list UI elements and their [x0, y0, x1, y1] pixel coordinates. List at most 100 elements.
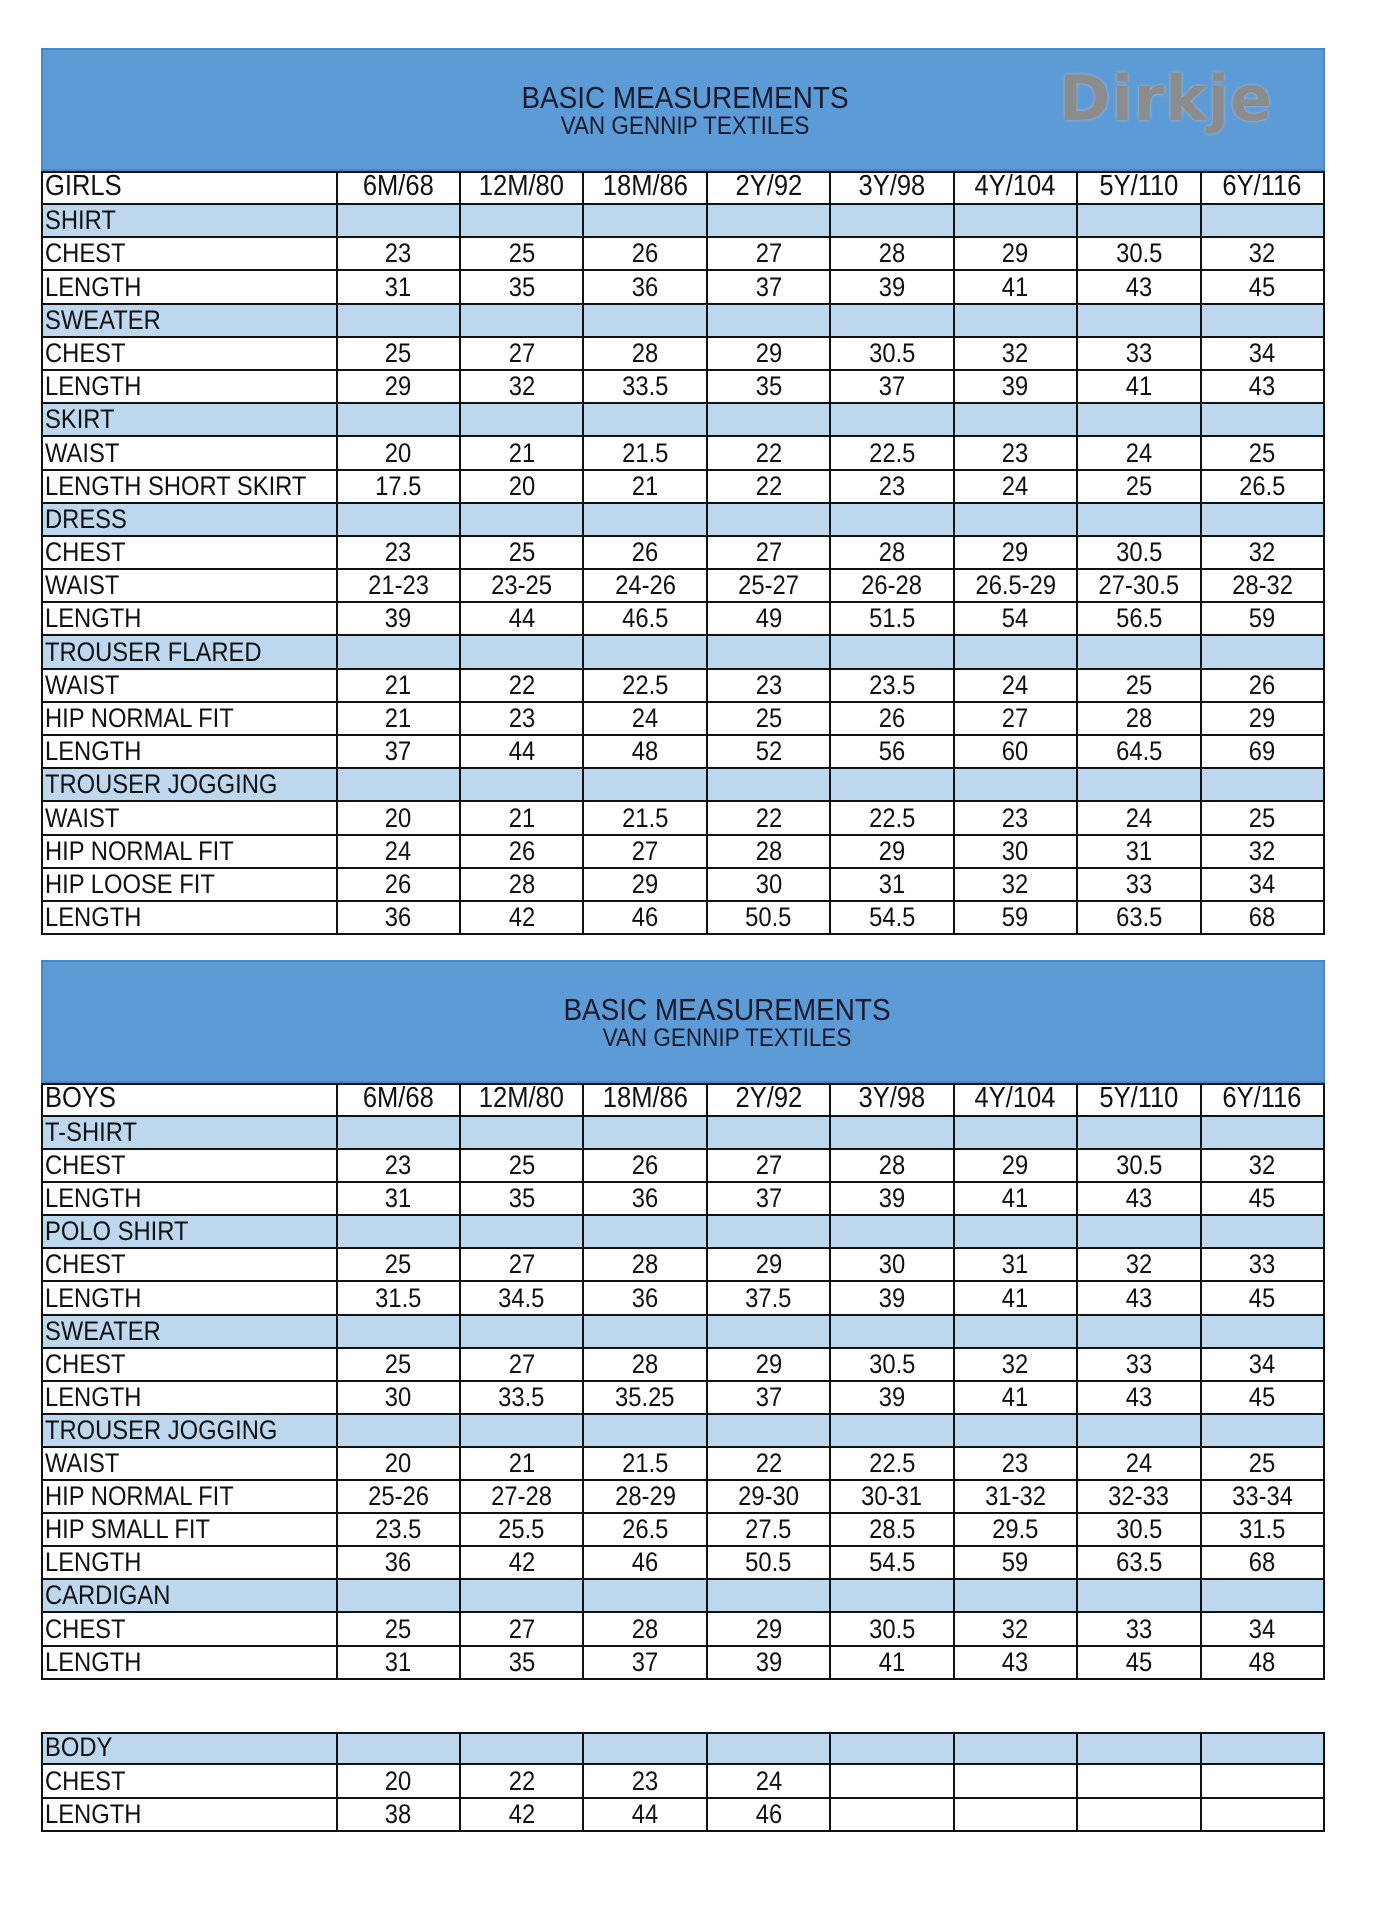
empty-cell — [831, 1315, 955, 1349]
value-cell-text: 31 — [385, 1183, 412, 1214]
data-row: CHEST 20 22 23 24 — [41, 1765, 1325, 1799]
value-cell: 41 — [954, 271, 1079, 305]
data-row: LENGTH 31.5 34.5 36 37.5 39 41 43 45 — [41, 1282, 1325, 1316]
value-cell-text: 24 — [385, 835, 412, 866]
data-row: HIP LOOSE FIT 26 28 29 30 31 32 33 34 — [41, 868, 1325, 902]
section-row: SWEATER — [41, 1315, 1325, 1349]
value-cell: 52 — [707, 736, 832, 770]
value-cell-text: 59 — [1002, 902, 1029, 933]
value-cell-text: 68 — [1249, 902, 1276, 933]
value-cell: 30 — [337, 1381, 462, 1415]
empty-cell — [707, 1580, 832, 1614]
value-cell: 29 — [584, 868, 708, 902]
empty-cell — [461, 1580, 585, 1614]
data-row: CHEST 23 25 26 27 28 29 30.5 32 — [41, 238, 1325, 272]
empty-cell — [1201, 1216, 1325, 1250]
value-cell: 26 — [584, 536, 708, 571]
row-label-text: CHEST — [45, 1613, 126, 1644]
value-cell-text: 37 — [755, 1183, 782, 1214]
table-subtitle: VAN GENNIP TEXTILES — [560, 112, 810, 140]
value-cell-text: 27.5 — [745, 1514, 792, 1545]
value-cell-text: 46 — [631, 1547, 659, 1578]
value-cell: 26-28 — [831, 570, 955, 604]
row-label-text: HIP NORMAL FIT — [45, 835, 234, 866]
value-cell-text: 24 — [1002, 669, 1029, 700]
row-label-text: WAIST — [45, 1448, 120, 1479]
empty-cell — [954, 1414, 1079, 1448]
empty-cell — [337, 404, 462, 438]
value-cell: 41 — [831, 1646, 955, 1680]
column-header-text: 6Y/116 — [1222, 173, 1302, 202]
column-header: BOYS — [43, 1085, 338, 1117]
value-cell: 33.5 — [584, 370, 708, 405]
value-cell: 27 — [707, 1150, 832, 1184]
value-cell: 24 — [1078, 802, 1202, 836]
value-cell: 36 — [584, 271, 708, 305]
empty-cell — [707, 404, 832, 438]
value-cell-text: 24-26 — [614, 570, 676, 601]
value-cell-text: 36 — [385, 1547, 412, 1578]
data-row: LENGTH 37 44 48 52 56 60 64.5 69 — [41, 736, 1325, 770]
empty-cell — [1078, 1734, 1202, 1766]
value-cell-text: 28 — [631, 1613, 659, 1644]
value-cell: 50.5 — [707, 1547, 832, 1581]
value-cell: 30-31 — [831, 1481, 955, 1515]
column-header: GIRLS — [43, 173, 338, 205]
value-cell: 31.5 — [1201, 1514, 1325, 1548]
value-cell-text: 36 — [385, 902, 412, 933]
value-cell: 30 — [707, 868, 832, 902]
data-row: CHEST 25 27 28 29 30.5 32 33 34 — [41, 337, 1325, 371]
value-cell-text: 27 — [631, 835, 659, 866]
column-header-text: 18M/86 — [602, 1085, 688, 1114]
column-header-text: 3Y/98 — [858, 1085, 926, 1114]
column-header-text: 6M/68 — [362, 1085, 434, 1114]
value-cell: 54 — [954, 603, 1079, 637]
value-cell: 59 — [1201, 603, 1325, 637]
empty-cell — [831, 503, 955, 537]
value-cell-text: 37.5 — [745, 1282, 792, 1313]
value-cell: 20 — [461, 470, 585, 504]
value-cell: 22 — [461, 669, 585, 703]
value-cell: 22.5 — [584, 669, 708, 703]
empty-cell — [461, 205, 585, 239]
column-header: 5Y/110 — [1078, 1085, 1202, 1117]
data-row: CHEST 23 25 26 27 28 29 30.5 32 — [41, 536, 1325, 571]
value-cell: 63.5 — [1078, 1547, 1202, 1581]
value-cell: 56 — [831, 736, 955, 770]
value-cell: 20 — [337, 802, 462, 836]
value-cell-text: 56.5 — [1115, 603, 1162, 634]
value-cell-text: 45 — [1249, 1282, 1276, 1313]
section-row: SHIRT — [41, 205, 1325, 239]
value-cell-text: 28 — [878, 537, 906, 568]
value-cell: 28 — [831, 238, 955, 272]
data-row: WAIST 20 21 21.5 22 22.5 23 24 25 — [41, 1447, 1325, 1482]
value-cell-text: 34.5 — [498, 1282, 545, 1313]
value-cell: 27 — [584, 835, 708, 869]
value-cell-text: 20 — [508, 470, 535, 501]
empty-cell — [831, 1117, 955, 1151]
value-cell: 43 — [1078, 271, 1202, 305]
value-cell-text: 32 — [1002, 337, 1029, 368]
value-cell-text: 27 — [755, 537, 782, 568]
value-cell: 23.5 — [831, 669, 955, 703]
value-cell-text: 27 — [508, 1348, 535, 1379]
value-cell-text: 37 — [878, 371, 906, 402]
value-cell-text: 43 — [1125, 1381, 1153, 1412]
empty-cell — [1201, 1414, 1325, 1448]
table-title: BASIC MEASUREMENTS — [563, 992, 891, 1027]
value-cell: 46 — [584, 1547, 708, 1581]
value-cell: 32-33 — [1078, 1481, 1202, 1515]
empty-cell — [831, 404, 955, 438]
value-cell-text: 32 — [1002, 1613, 1029, 1644]
section-name: SHIRT — [43, 205, 338, 239]
row-label: WAIST — [43, 437, 338, 471]
value-cell: 26 — [584, 1150, 708, 1184]
value-cell: 34 — [1201, 868, 1325, 902]
value-cell-text: 22 — [755, 470, 782, 501]
column-header-text: 4Y/104 — [974, 173, 1056, 202]
data-row: LENGTH 30 33.5 35.25 37 39 41 43 45 — [41, 1381, 1325, 1415]
data-row: CHEST 23 25 26 27 28 29 30.5 32 — [41, 1150, 1325, 1184]
value-cell: 32 — [461, 370, 585, 405]
value-cell-text: 25 — [508, 537, 535, 568]
value-cell: 29 — [954, 1150, 1079, 1184]
